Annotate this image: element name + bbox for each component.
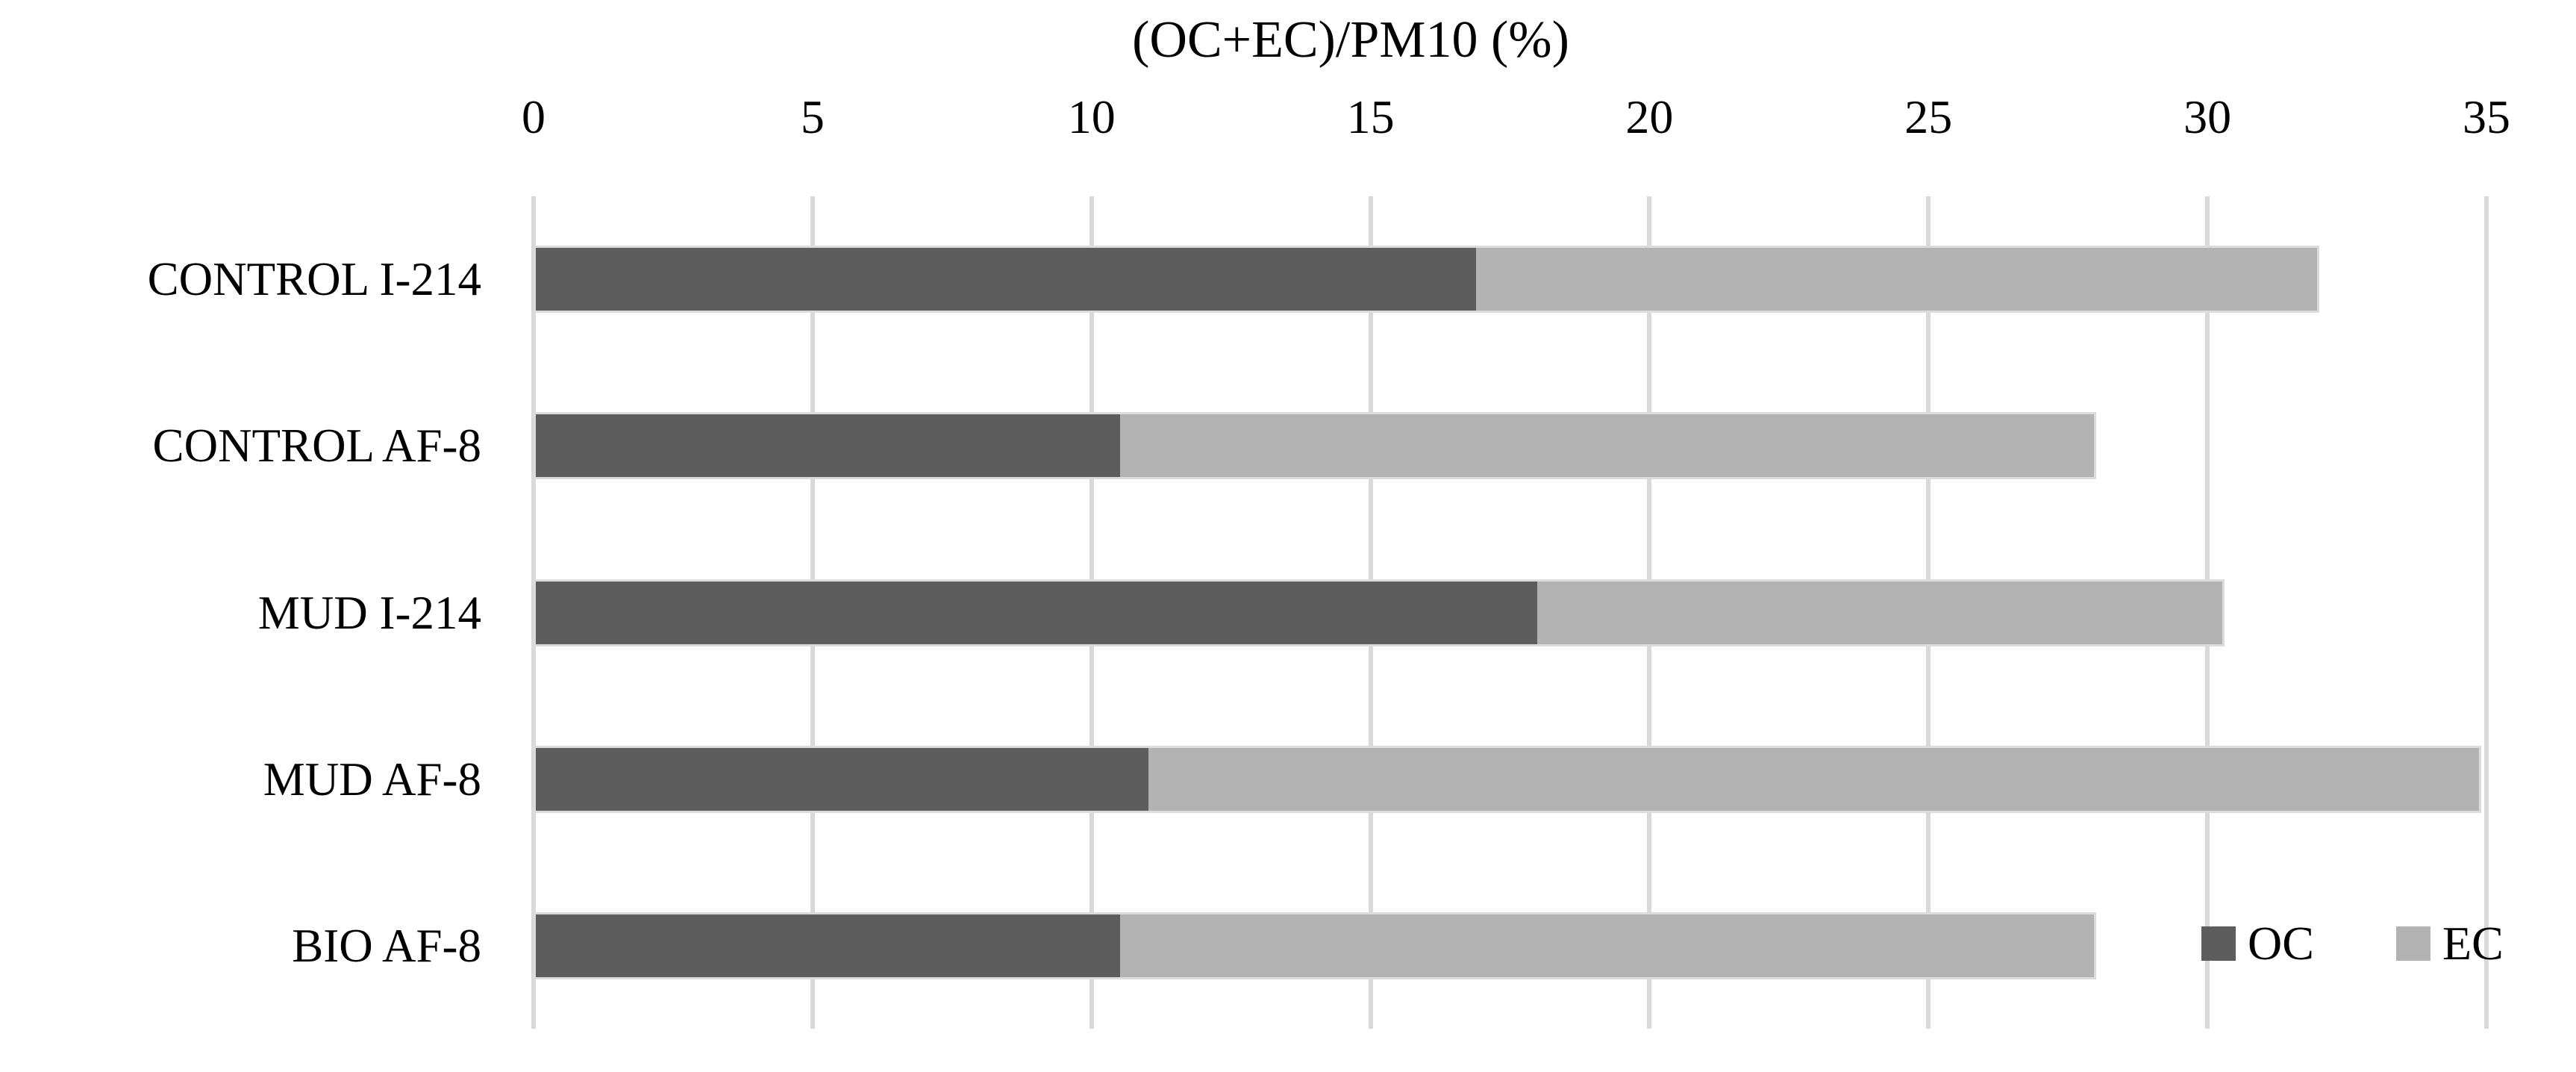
gridline-x-35 — [2484, 196, 2489, 1029]
legend-swatch-oc — [2201, 926, 2236, 961]
legend-item-ec: EC — [2396, 917, 2504, 970]
legend-label-oc: OC — [2248, 917, 2314, 970]
bar-segment-ec — [1148, 747, 2479, 811]
legend-swatch-ec — [2396, 926, 2430, 961]
bar-row-mud-i-214 — [534, 579, 2225, 646]
x-axis-tick-label: 35 — [2463, 90, 2510, 143]
x-axis-tick-label: 0 — [522, 90, 545, 143]
category-label-bio-af-8: BIO AF-8 — [292, 920, 481, 972]
plot-area — [531, 196, 2489, 1029]
bar-segment-oc — [536, 581, 1538, 644]
bar-row-control-af-8 — [534, 412, 2096, 480]
x-axis-tick-label: 15 — [1346, 90, 1395, 143]
legend-item-oc: OC — [2201, 917, 2314, 970]
x-axis-tick-label: 20 — [1625, 90, 1674, 143]
bar-row-bio-af-8 — [534, 912, 2096, 979]
bar-segment-ec — [1537, 581, 2222, 644]
category-label-control-i-214: CONTROL I-214 — [147, 253, 481, 305]
bar-segment-oc — [536, 914, 1120, 977]
x-axis-tick-label: 5 — [800, 90, 825, 143]
bar-segment-ec — [1476, 248, 2317, 311]
bar-row-mud-af-8 — [534, 745, 2481, 813]
bar-segment-ec — [1119, 914, 2094, 977]
category-label-mud-i-214: MUD I-214 — [257, 586, 481, 639]
x-axis: 0 5 10 15 20 25 30 35 — [0, 88, 2576, 146]
bar-row-control-i-214 — [534, 246, 2319, 313]
x-axis-tick-label: 25 — [1904, 90, 1953, 143]
bar-segment-ec — [1119, 414, 2094, 478]
bar-segment-oc — [536, 248, 1477, 311]
chart-title: (OC+EC)/PM10 (%) — [1132, 11, 1569, 69]
bar-segment-oc — [536, 747, 1148, 811]
legend-label-ec: EC — [2442, 917, 2504, 970]
category-label-control-af-8: CONTROL AF-8 — [152, 420, 481, 473]
bar-segment-oc — [536, 414, 1120, 478]
x-axis-tick-label: 30 — [2183, 90, 2232, 143]
category-label-mud-af-8: MUD AF-8 — [263, 752, 481, 805]
x-axis-tick-label: 10 — [1067, 90, 1116, 143]
